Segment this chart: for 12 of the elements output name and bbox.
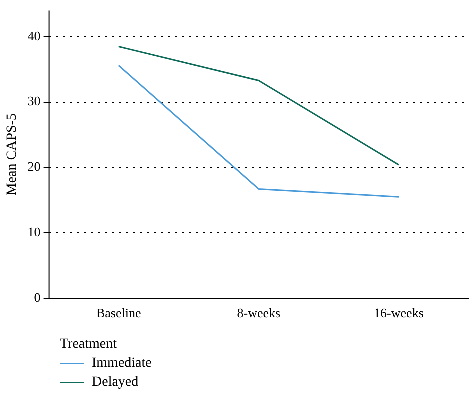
y-tick-label: 20: [28, 159, 41, 174]
y-axis-title: Mean CAPS-5: [5, 114, 20, 196]
legend-label: Delayed: [92, 374, 139, 392]
legend-label: Immediate: [92, 355, 152, 373]
y-tick-label: 30: [28, 94, 41, 109]
y-tick-label: 10: [28, 224, 41, 240]
x-tick-label: Baseline: [96, 306, 142, 321]
legend-title: Treatment: [60, 336, 118, 354]
y-tick-label: 40: [28, 28, 41, 44]
x-tick-label: 8-weeks: [237, 306, 281, 321]
x-tick-label: 16-weeks: [374, 306, 424, 321]
y-tick-label: 0: [34, 290, 41, 305]
